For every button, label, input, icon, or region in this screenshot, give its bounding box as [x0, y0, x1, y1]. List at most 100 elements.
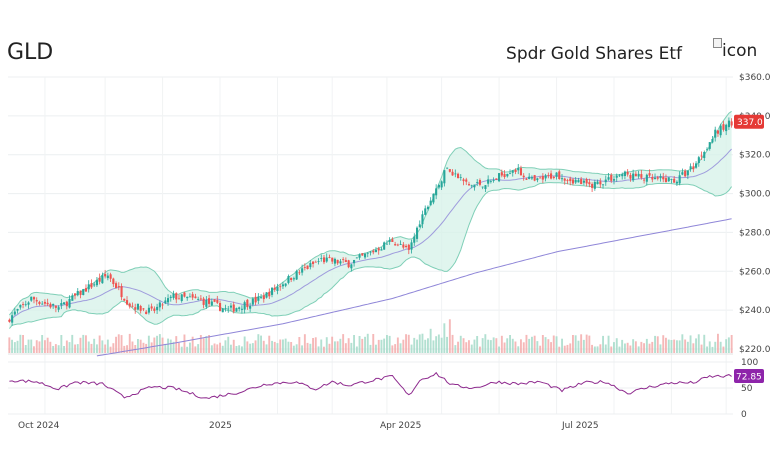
candle-body — [610, 174, 613, 181]
candle-body — [139, 306, 142, 311]
candle — [57, 305, 60, 313]
candle-body — [19, 304, 22, 308]
candle-body — [95, 280, 98, 286]
candle-body — [46, 302, 49, 305]
volume-bar — [24, 345, 27, 353]
candle — [656, 175, 659, 181]
candle-body — [194, 296, 197, 299]
candle — [591, 182, 594, 192]
candle-body — [106, 275, 109, 279]
candle-body — [519, 168, 522, 176]
candle — [224, 304, 227, 312]
volume-bar — [336, 341, 339, 353]
candle-body — [41, 303, 44, 305]
value-badges: 337.0 72.85 — [734, 114, 764, 383]
candle — [240, 305, 243, 314]
volume-bar — [243, 336, 246, 353]
candle — [727, 117, 730, 130]
volume-bar — [714, 341, 717, 353]
candle — [238, 306, 241, 312]
candle — [468, 181, 471, 186]
candle-body — [645, 174, 648, 182]
candle-body — [708, 142, 711, 149]
volume-bar — [63, 346, 65, 353]
candle — [109, 272, 112, 282]
candle — [128, 302, 131, 309]
volume-bar — [528, 338, 531, 353]
candle — [476, 179, 479, 187]
candle-body — [416, 227, 419, 239]
volume-bar — [465, 342, 468, 353]
candle — [503, 170, 506, 179]
candle — [566, 178, 569, 185]
last-rsi-value: 72.85 — [736, 373, 762, 383]
candle-body — [421, 214, 424, 225]
volume-bar — [342, 334, 345, 353]
chart-grid — [8, 76, 733, 415]
candle — [210, 298, 213, 307]
volume-bar — [298, 337, 301, 353]
candle-body — [186, 296, 189, 299]
volume-bar — [320, 339, 323, 353]
candle — [670, 178, 673, 184]
volume-bar — [624, 343, 626, 353]
volume-bar — [684, 339, 687, 353]
volume-bar — [418, 334, 421, 353]
candle — [454, 169, 457, 178]
candle-body — [539, 177, 542, 179]
candle-body — [224, 308, 227, 309]
volume-bar — [355, 346, 358, 353]
candle — [13, 308, 16, 316]
candle-body — [448, 169, 451, 172]
volume-bar — [708, 341, 711, 353]
volume-bar — [112, 343, 115, 353]
volume-bar — [101, 340, 104, 353]
candle — [602, 184, 605, 189]
candle-body — [347, 260, 350, 268]
candle-body — [238, 307, 241, 309]
candle-body — [506, 174, 509, 177]
candle-body — [161, 304, 164, 306]
candle-body — [191, 294, 194, 298]
candle-body — [134, 307, 137, 310]
candle-body — [301, 268, 304, 273]
volume-bar — [126, 345, 128, 353]
volume-bar — [290, 342, 293, 353]
candle-body — [484, 185, 487, 189]
candle — [511, 170, 514, 177]
volume-bar — [585, 334, 588, 353]
candle-body — [664, 178, 667, 183]
candle — [164, 297, 167, 305]
volume-bar — [517, 346, 520, 353]
volume-bar — [582, 339, 585, 353]
volume-bar — [90, 343, 93, 353]
candle-body — [643, 179, 646, 181]
candle-body — [197, 299, 200, 300]
candle — [205, 296, 208, 309]
candle-body — [640, 174, 643, 178]
candle-body — [74, 293, 77, 296]
candle-body — [366, 252, 369, 254]
candle-body — [574, 179, 577, 183]
volume-bar — [544, 337, 547, 353]
candle-body — [591, 184, 594, 188]
candle-body — [552, 176, 555, 178]
volume-bar — [221, 345, 224, 353]
candle-body — [68, 299, 71, 308]
candle — [623, 170, 626, 180]
candle-body — [396, 244, 399, 246]
candle-body — [90, 283, 93, 288]
candle — [257, 293, 260, 305]
candle-body — [440, 181, 443, 188]
candle — [711, 135, 714, 144]
candle-body — [295, 271, 298, 280]
candle — [662, 172, 665, 183]
candle — [63, 302, 66, 306]
volume-bar — [659, 344, 662, 353]
candle — [418, 220, 421, 228]
candle-body — [325, 257, 328, 262]
candle-body — [459, 177, 462, 178]
candle-body — [221, 308, 224, 313]
candle — [43, 299, 46, 307]
